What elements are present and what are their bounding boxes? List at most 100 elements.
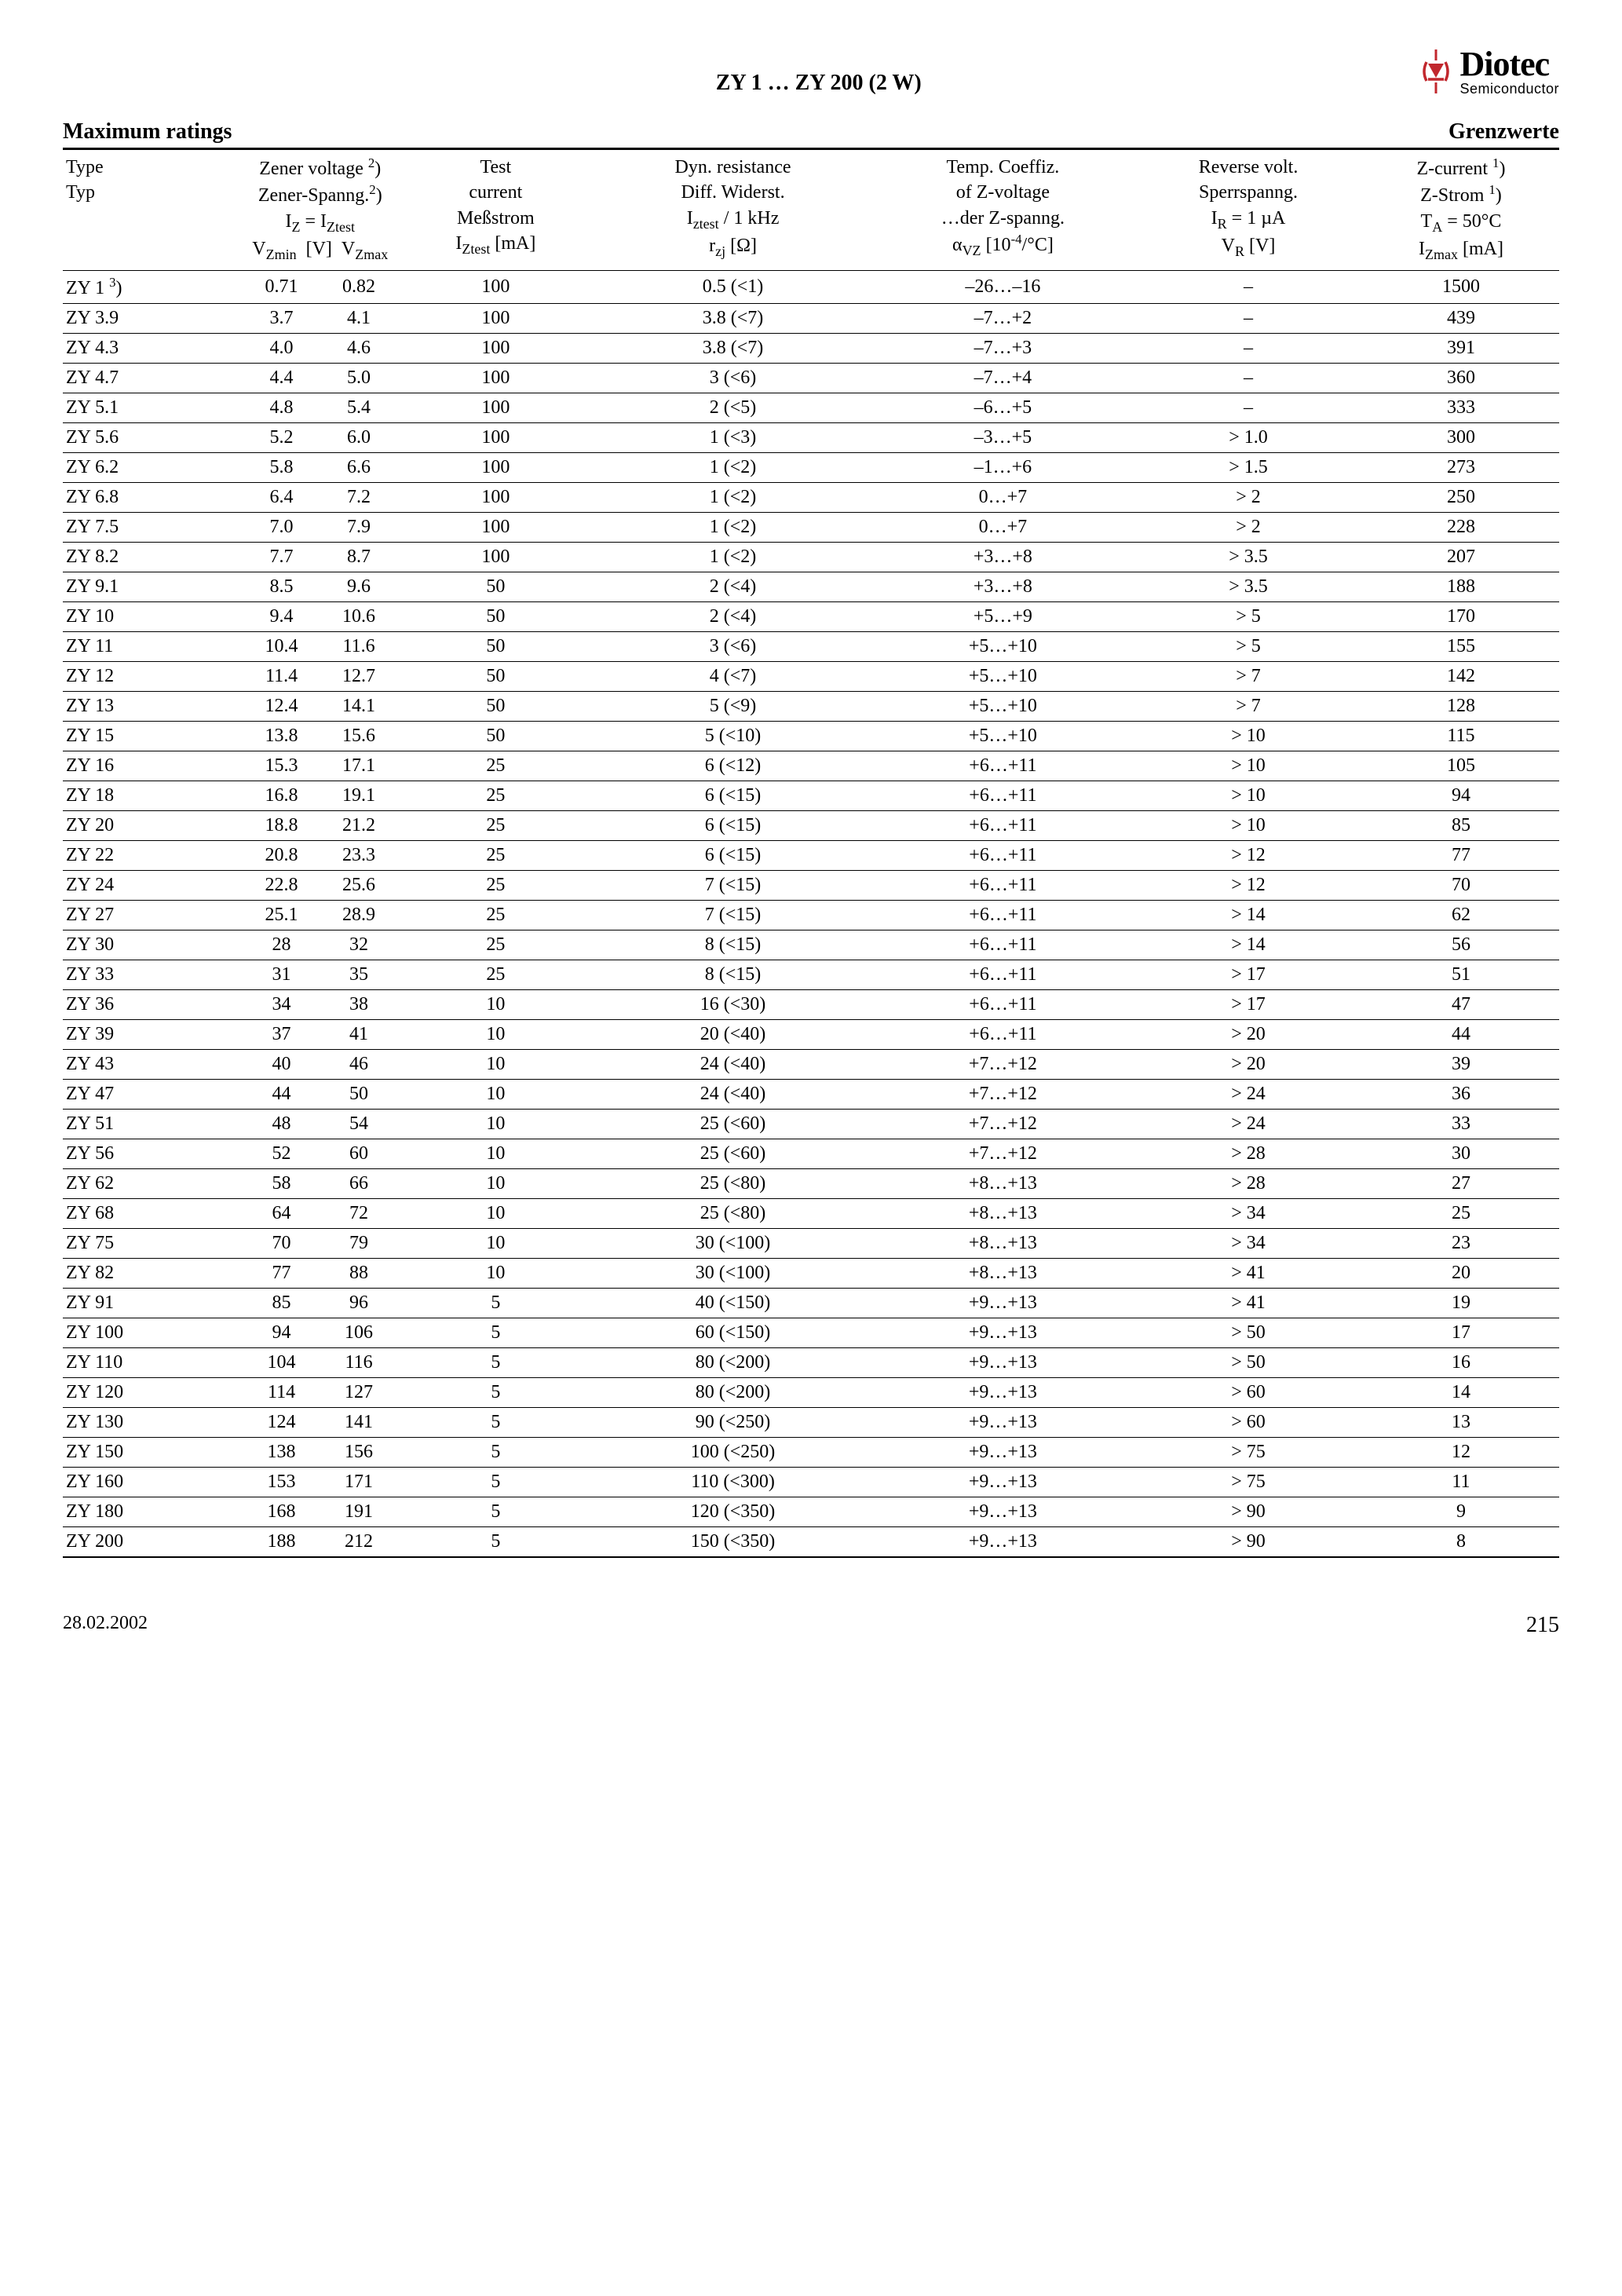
cell-vr: > 75 — [1134, 1437, 1363, 1467]
cell-iztest: 25 — [397, 781, 594, 810]
section-right: Grenzwerte — [1448, 119, 1559, 144]
cell-type: ZY 7.5 — [63, 512, 243, 542]
cell-type: ZY 4.7 — [63, 363, 243, 393]
cell-vr: > 12 — [1134, 840, 1363, 870]
cell-vzmin: 31 — [243, 960, 320, 989]
cell-rzj: 150 (<350) — [594, 1526, 871, 1557]
cell-type: ZY 10 — [63, 601, 243, 631]
cell-vzmin: 94 — [243, 1318, 320, 1347]
cell-iztest: 25 — [397, 930, 594, 960]
table-row: ZY 1513.815.6505 (<10)+5…+10> 10115 — [63, 721, 1559, 751]
doc-title: ZY 1 … ZY 200 (2 W) — [220, 71, 1417, 96]
cell-iztest: 25 — [397, 810, 594, 840]
cell-alpha: +8…+13 — [872, 1258, 1134, 1288]
cell-vzmin: 11.4 — [243, 661, 320, 691]
cell-iztest: 100 — [397, 482, 594, 512]
th-type: Type Typ — [63, 150, 243, 270]
cell-vzmin: 3.7 — [243, 303, 320, 333]
cell-vr: – — [1134, 270, 1363, 303]
cell-izmax: 25 — [1363, 1198, 1559, 1228]
th-dyn-resistance: Dyn. resistance Diff. Widerst. Iztest / … — [594, 150, 871, 270]
cell-vzmin: 4.4 — [243, 363, 320, 393]
cell-vzmin: 114 — [243, 1377, 320, 1407]
cell-izmax: 27 — [1363, 1168, 1559, 1198]
cell-vzmax: 8.7 — [320, 542, 398, 572]
cell-iztest: 100 — [397, 333, 594, 363]
cell-vzmax: 191 — [320, 1497, 398, 1526]
cell-alpha: +3…+8 — [872, 572, 1134, 601]
cell-vzmin: 16.8 — [243, 781, 320, 810]
cell-alpha: 0…+7 — [872, 482, 1134, 512]
cell-type: ZY 12 — [63, 661, 243, 691]
cell-alpha: +7…+12 — [872, 1109, 1134, 1139]
cell-izmax: 30 — [1363, 1139, 1559, 1168]
cell-type: ZY 16 — [63, 751, 243, 781]
cell-rzj: 1 (<2) — [594, 452, 871, 482]
cell-vzmin: 104 — [243, 1347, 320, 1377]
table-row: ZY 6.25.86.61001 (<2)–1…+6> 1.5273 — [63, 452, 1559, 482]
cell-rzj: 6 (<15) — [594, 781, 871, 810]
cell-vzmax: 212 — [320, 1526, 398, 1557]
cell-alpha: –1…+6 — [872, 452, 1134, 482]
cell-iztest: 25 — [397, 900, 594, 930]
table-row: ZY 4.34.04.61003.8 (<7)–7…+3–391 — [63, 333, 1559, 363]
cell-rzj: 25 (<80) — [594, 1168, 871, 1198]
cell-izmax: 128 — [1363, 691, 1559, 721]
cell-alpha: +5…+9 — [872, 601, 1134, 631]
cell-alpha: –7…+3 — [872, 333, 1134, 363]
cell-izmax: 391 — [1363, 333, 1559, 363]
cell-izmax: 33 — [1363, 1109, 1559, 1139]
cell-rzj: 7 (<15) — [594, 900, 871, 930]
cell-vzmax: 72 — [320, 1198, 398, 1228]
cell-vr: > 2 — [1134, 512, 1363, 542]
cell-iztest: 25 — [397, 870, 594, 900]
cell-vzmin: 168 — [243, 1497, 320, 1526]
table-row: ZY 8.27.78.71001 (<2)+3…+8> 3.5207 — [63, 542, 1559, 572]
cell-izmax: 155 — [1363, 631, 1559, 661]
cell-vzmin: 25.1 — [243, 900, 320, 930]
cell-alpha: +9…+13 — [872, 1437, 1134, 1467]
cell-alpha: +6…+11 — [872, 810, 1134, 840]
cell-rzj: 6 (<15) — [594, 840, 871, 870]
cell-alpha: –7…+2 — [872, 303, 1134, 333]
cell-type: ZY 6.2 — [63, 452, 243, 482]
cell-iztest: 10 — [397, 1109, 594, 1139]
cell-vzmin: 153 — [243, 1467, 320, 1497]
cell-vzmax: 4.6 — [320, 333, 398, 363]
cell-type: ZY 150 — [63, 1437, 243, 1467]
cell-rzj: 4 (<7) — [594, 661, 871, 691]
cell-iztest: 5 — [397, 1437, 594, 1467]
cell-izmax: 14 — [1363, 1377, 1559, 1407]
table-row: ZY 10094106560 (<150)+9…+13> 5017 — [63, 1318, 1559, 1347]
diode-icon — [1417, 48, 1455, 95]
table-row: ZY 6864721025 (<80)+8…+13> 3425 — [63, 1198, 1559, 1228]
cell-vzmax: 7.2 — [320, 482, 398, 512]
cell-vr: > 24 — [1134, 1109, 1363, 1139]
table-row: ZY 1816.819.1256 (<15)+6…+11> 1094 — [63, 781, 1559, 810]
cell-vzmax: 7.9 — [320, 512, 398, 542]
cell-rzj: 6 (<15) — [594, 810, 871, 840]
cell-type: ZY 15 — [63, 721, 243, 751]
cell-type: ZY 82 — [63, 1258, 243, 1288]
cell-izmax: 23 — [1363, 1228, 1559, 1258]
cell-vr: > 3.5 — [1134, 542, 1363, 572]
cell-vzmin: 7.7 — [243, 542, 320, 572]
cell-alpha: +6…+11 — [872, 960, 1134, 989]
cell-iztest: 50 — [397, 721, 594, 751]
cell-rzj: 8 (<15) — [594, 930, 871, 960]
cell-izmax: 62 — [1363, 900, 1559, 930]
cell-vzmin: 48 — [243, 1109, 320, 1139]
table-row: ZY 918596540 (<150)+9…+13> 4119 — [63, 1288, 1559, 1318]
table-row: ZY 2725.128.9257 (<15)+6…+11> 1462 — [63, 900, 1559, 930]
cell-type: ZY 62 — [63, 1168, 243, 1198]
cell-izmax: 300 — [1363, 422, 1559, 452]
table-row: ZY 1211.412.7504 (<7)+5…+10> 7142 — [63, 661, 1559, 691]
cell-type: ZY 33 — [63, 960, 243, 989]
cell-type: ZY 30 — [63, 930, 243, 960]
cell-iztest: 10 — [397, 1019, 594, 1049]
cell-vr: > 1.0 — [1134, 422, 1363, 452]
cell-rzj: 20 (<40) — [594, 1019, 871, 1049]
th-reverse-volt: Reverse volt. Sperrspanng. IR = 1 µA VR … — [1134, 150, 1363, 270]
cell-rzj: 8 (<15) — [594, 960, 871, 989]
table-row: ZY 2220.823.3256 (<15)+6…+11> 1277 — [63, 840, 1559, 870]
